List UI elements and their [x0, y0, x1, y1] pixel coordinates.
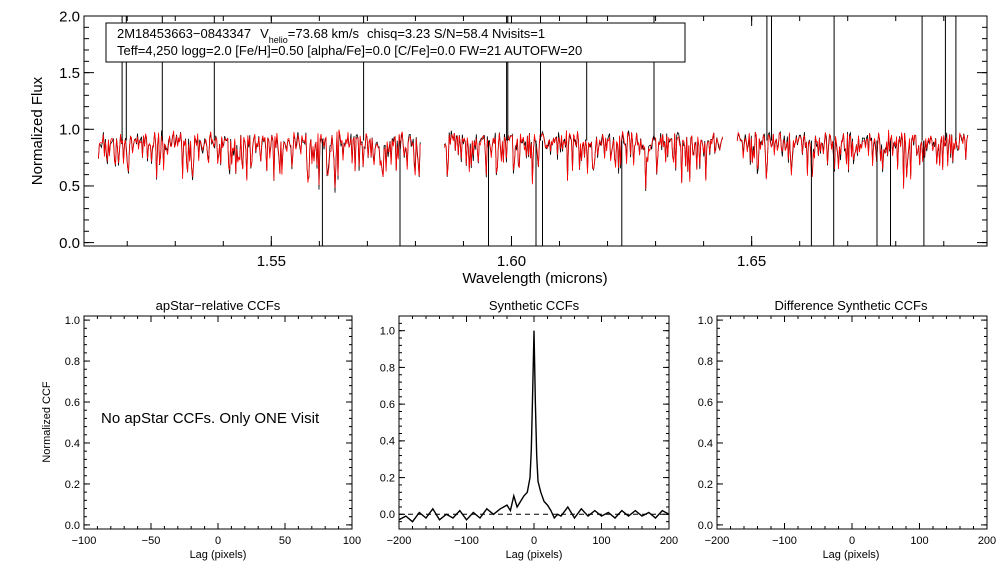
annotation-star-id: 2M18453663−0843347	[117, 26, 251, 41]
model-flux-line	[736, 129, 969, 189]
x-tick-label: 100	[592, 535, 610, 547]
spectrum-ylabel: Normalized Flux	[29, 76, 46, 185]
y-tick-label: 1.5	[59, 65, 80, 82]
y-tick-label: 1.0	[380, 326, 395, 338]
y-tick-label: 0.6	[380, 399, 395, 411]
difference-ccf-frame	[716, 315, 988, 530]
x-tick-label: −100	[454, 535, 479, 547]
x-tick-label: 50	[279, 535, 291, 547]
y-tick-label: 0.4	[698, 438, 713, 450]
y-tick-label: 1.0	[59, 122, 80, 139]
x-tick-label: −100	[72, 535, 97, 547]
y-tick-label: 1.0	[65, 315, 80, 327]
y-tick-label: 1.0	[698, 315, 713, 327]
difference-ccf-ticks: −200 −100 0 100 200 0.0 0.2 0.4 0.6 0.8 1.0	[698, 315, 996, 547]
annotation-v-value: =73.68 km/s	[288, 26, 360, 41]
y-tick-label: 0.0	[698, 520, 713, 532]
synthetic-ccf-title: Synthetic CCFs	[489, 298, 580, 313]
difference-ccf-title: Difference Synthetic CCFs	[775, 298, 928, 313]
x-tick-label: −200	[705, 535, 730, 547]
y-tick-label: 0.4	[65, 438, 80, 450]
y-tick-label: 2.0	[59, 8, 80, 25]
x-tick-label: 0	[531, 535, 537, 547]
y-tick-label: 0.6	[65, 397, 80, 409]
spectrum-annotation: 2M18453663−0843347 Vhelio=73.68 km/s chisq…	[105, 22, 686, 63]
x-tick-label: 1.55	[257, 253, 286, 270]
annotation-line-2: Teff=4,250 logg=2.0 [Fe/H]=0.50 [alpha/F…	[117, 43, 582, 58]
x-tick-label: −50	[142, 535, 161, 547]
difference-ccf-panel: Difference Synthetic CCFs −200 −100 0 100 20…	[698, 298, 996, 561]
x-tick-label: 200	[660, 535, 678, 547]
x-tick-label: −200	[387, 535, 412, 547]
y-tick-label: 0.2	[698, 479, 713, 491]
model-flux-line	[98, 129, 421, 188]
spectrum-xlabel: Wavelength (microns)	[462, 270, 607, 287]
y-tick-label: 0.0	[65, 520, 80, 532]
y-tick-label: 0.2	[380, 472, 395, 484]
apstar-ccf-ylabel: Normalized CCF	[41, 381, 53, 463]
annotation-stats: chisq=3.23 S/N=58.4 Nvisits=1	[367, 26, 545, 41]
y-tick-label: 0.8	[380, 362, 395, 374]
y-tick-label: 0.6	[698, 397, 713, 409]
apstar-ccf-message: No apStar CCFs. Only ONE Visit	[101, 410, 320, 427]
x-tick-label: −100	[772, 535, 797, 547]
y-tick-label: 0.0	[380, 509, 395, 521]
x-tick-label: 0	[215, 535, 221, 547]
annotation-line-1: 2M18453663−0843347 Vhelio=73.68 km/s chisq…	[117, 26, 545, 45]
y-tick-label: 0.4	[380, 436, 395, 448]
model-flux-line	[443, 130, 724, 189]
apstar-ccf-panel: apStar−relative CCFs −100 −50 0 50 100 0.0 0.2…	[41, 298, 361, 561]
x-tick-label: 100	[910, 535, 928, 547]
synthetic-ccf-ticks: −200 −100 0 100 200 0.0 0.2 0.4 0.6 0.8 1.0	[380, 315, 678, 547]
synthetic-ccf-panel: Synthetic CCFs −200 −100 0 100 200 0.0 0.2 0.4 0…	[380, 298, 678, 561]
x-tick-label: 100	[343, 535, 361, 547]
annotation-box	[105, 22, 686, 63]
x-tick-label: 1.65	[737, 253, 766, 270]
y-tick-label: 0.8	[65, 356, 80, 368]
apstar-ccf-title: apStar−relative CCFs	[156, 298, 281, 313]
apstar-ccf-xlabel: Lag (pixels)	[190, 549, 247, 561]
y-tick-label: 0.8	[698, 356, 713, 368]
y-tick-label: 0.0	[59, 235, 80, 252]
synthetic-ccf-series	[398, 330, 670, 523]
x-tick-label: 1.60	[497, 253, 526, 270]
apstar-ccf-ticks: −100 −50 0 50 100 0.0 0.2 0.4 0.6 0.8 1.0	[65, 315, 361, 547]
synthetic-ccf-xlabel: Lag (pixels)	[506, 549, 563, 561]
y-tick-label: 0.5	[59, 178, 80, 195]
annotation-v-sub: helio	[269, 35, 288, 45]
x-tick-label: 0	[849, 535, 855, 547]
difference-ccf-xlabel: Lag (pixels)	[823, 549, 880, 561]
annotation-v-label: V	[260, 26, 269, 41]
spectrum-lines	[98, 16, 969, 246]
spectrum-ticks: 1.55 1.60 1.65 0.0 0.5 1.0 1.5 2.0	[59, 8, 987, 270]
y-tick-label: 0.2	[65, 479, 80, 491]
x-tick-label: 200	[978, 535, 996, 547]
spectrum-panel: 1.55 1.60 1.65 0.0 0.5 1.0 1.5 2.0 Wavelength (…	[29, 8, 988, 287]
